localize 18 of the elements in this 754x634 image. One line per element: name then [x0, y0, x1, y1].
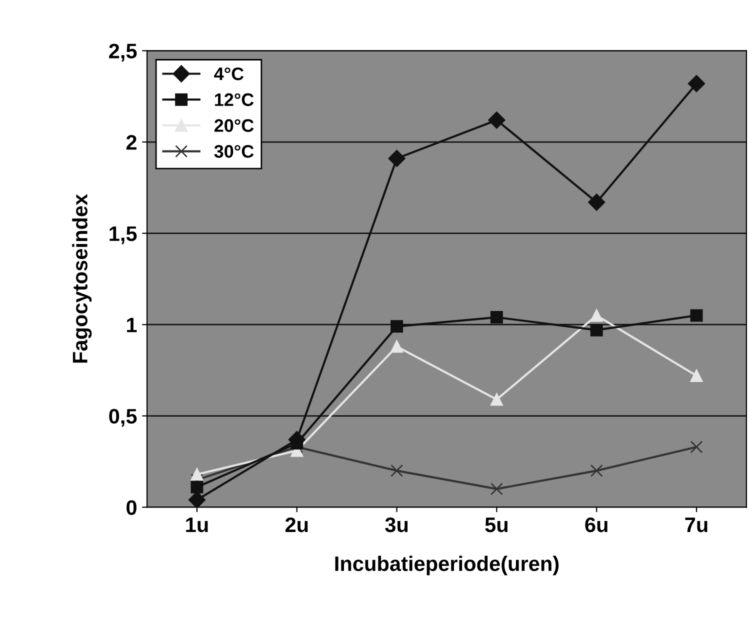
- x-tick-label: 3u: [385, 517, 408, 532]
- legend-label: 4°C: [214, 67, 244, 80]
- y-tick-label: 0,5: [109, 408, 137, 427]
- y-tick-label: 2,5: [109, 44, 137, 62]
- legend-label: 12°C: [214, 93, 254, 106]
- x-tick-label: 5u: [485, 518, 508, 532]
- x-axis-title: Incubatieperiode(uren): [335, 556, 559, 576]
- x-tick-label: 7u: [685, 518, 708, 532]
- x-tick-label: 6u: [585, 517, 608, 532]
- x-tick-label: 1u: [186, 518, 208, 532]
- y-tick-label: 2: [126, 135, 136, 150]
- y-tick-label: 1,5: [110, 226, 137, 244]
- y-tick-label: 0: [126, 500, 136, 515]
- legend-label: 20°C: [214, 119, 254, 132]
- y-tick-label: 1: [127, 318, 137, 332]
- y-axis-title: Fagocytoseindex: [72, 194, 92, 363]
- legend-label: 30°C: [214, 145, 254, 158]
- x-tick-label: 2u: [285, 517, 308, 532]
